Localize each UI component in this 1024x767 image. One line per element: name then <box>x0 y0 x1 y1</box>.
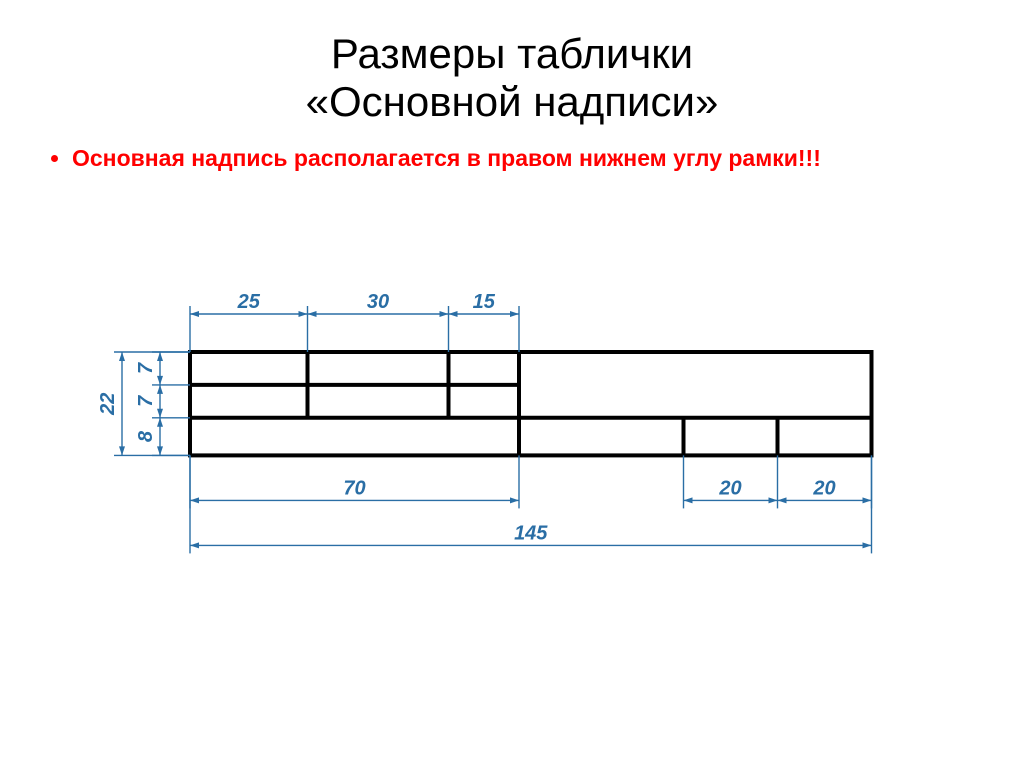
svg-text:15: 15 <box>473 291 496 313</box>
title-line-2: «Основной надписи» <box>306 78 719 125</box>
bullet-text: Основная надпись располагается в правом … <box>72 145 1024 172</box>
svg-text:7: 7 <box>135 395 157 407</box>
svg-text:25: 25 <box>237 291 261 313</box>
svg-text:20: 20 <box>812 477 835 499</box>
svg-text:7: 7 <box>135 362 157 374</box>
slide-title: Размеры таблички «Основной надписи» <box>0 0 1024 127</box>
svg-text:20: 20 <box>718 477 741 499</box>
svg-text:70: 70 <box>343 477 365 499</box>
diagram-svg: 25 30 15 70 20 20 145 7 7 8 22 <box>0 277 1024 637</box>
title-line-1: Размеры таблички <box>331 30 693 77</box>
bullet-row: Основная надпись располагается в правом … <box>0 145 1024 172</box>
svg-text:30: 30 <box>367 291 389 313</box>
svg-text:22: 22 <box>97 392 119 415</box>
svg-text:8: 8 <box>135 430 157 442</box>
svg-text:145: 145 <box>514 522 548 544</box>
dimension-diagram: 25 30 15 70 20 20 145 7 7 8 22 <box>0 277 1024 637</box>
